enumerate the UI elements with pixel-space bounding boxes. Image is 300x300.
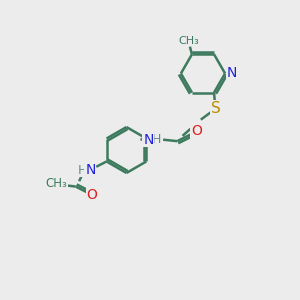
Text: N: N — [85, 163, 95, 177]
Text: N: N — [143, 133, 154, 147]
Text: N: N — [226, 66, 237, 80]
Text: CH₃: CH₃ — [178, 36, 199, 46]
Text: O: O — [86, 188, 97, 202]
Text: O: O — [191, 124, 202, 138]
Text: H: H — [77, 164, 87, 177]
Text: H: H — [152, 133, 161, 146]
Text: S: S — [211, 101, 220, 116]
Text: CH₃: CH₃ — [46, 177, 68, 190]
